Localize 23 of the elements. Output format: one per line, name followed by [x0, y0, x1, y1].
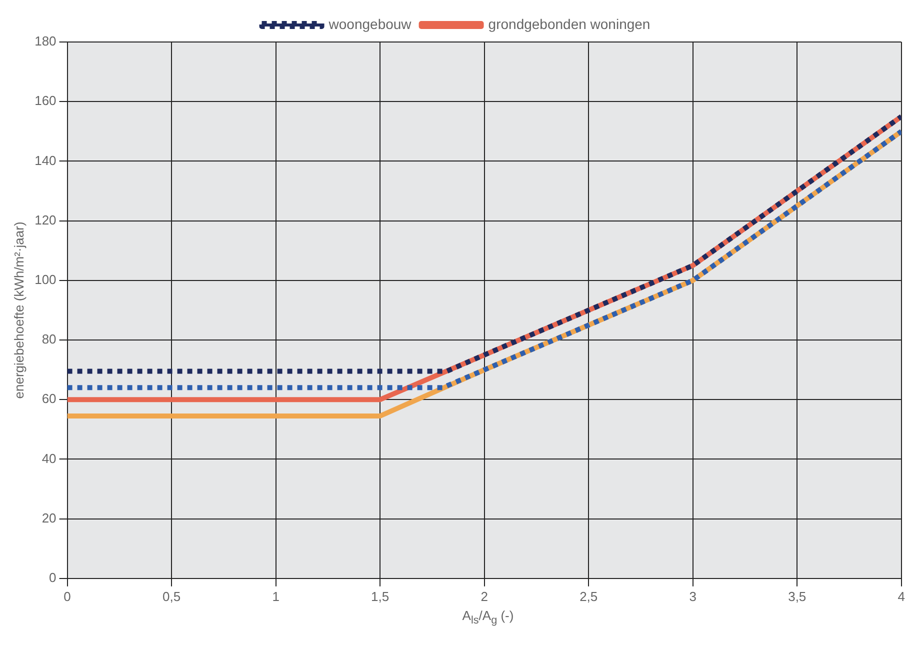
y-tick-label: 60 [42, 391, 56, 406]
y-tick-label: 20 [42, 510, 56, 526]
y-tick-label: 0 [49, 570, 56, 585]
y-tick-label: 140 [34, 152, 56, 168]
legend-label: woongebouw [328, 16, 412, 32]
x-tick-label: 2 [480, 588, 488, 604]
y-tick-label: 120 [34, 212, 56, 228]
y-tick-label: 180 [34, 34, 56, 49]
x-tick-label: 0 [64, 588, 71, 604]
y-tick-label: 80 [42, 332, 56, 347]
legend-label: grondgebonden woningen [488, 16, 650, 32]
y-tick-label: 100 [34, 272, 56, 287]
x-tick-label: 4 [898, 588, 905, 604]
x-tick-label: 1,5 [371, 588, 390, 604]
y-axis-title: energiebehoefte (kWh/m²·jaar) [11, 222, 26, 399]
y-tick-label: 40 [42, 450, 56, 466]
y-tick-label: 160 [34, 93, 56, 108]
x-tick-label: 3 [689, 588, 696, 604]
x-axis-title: A$_{ls}$/A$_{g}$ (-) [461, 608, 515, 627]
x-tick-label: 2,5 [580, 588, 598, 604]
x-tick-label: 3,5 [788, 588, 806, 604]
x-tick-label: 1 [272, 588, 280, 604]
x-tick-label: 0,5 [162, 588, 181, 604]
